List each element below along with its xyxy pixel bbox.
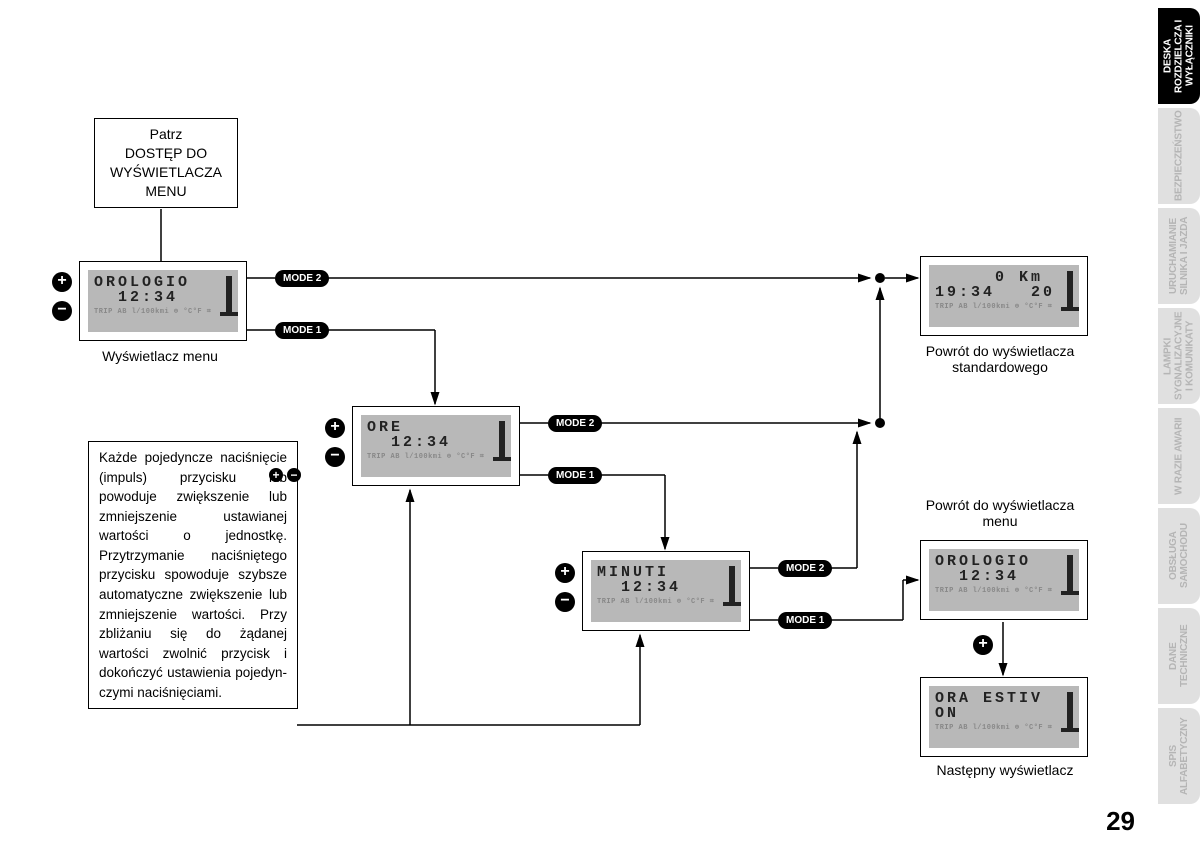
lcd-standard: 0 Km 19:34 20 TRIP AB l/100kmi ⊕ °C°F ⌗: [929, 265, 1079, 327]
instruction-note: Każde pojedyncze naciśnię­cie (impuls) p…: [88, 441, 298, 709]
lcd-standard-box: 0 Km 19:34 20 TRIP AB l/100kmi ⊕ °C°F ⌗: [920, 256, 1088, 336]
page-number: 29: [1106, 806, 1135, 837]
tab-dane[interactable]: DANE TECHNICZNE: [1158, 608, 1200, 704]
plus-button-minuti[interactable]: +: [555, 563, 575, 583]
mode2-pill-menu: MODE 2: [275, 270, 329, 287]
lcd-minuti-sub: TRIP AB l/100kmi ⊕ °C°F ⌗: [597, 597, 735, 606]
tab-lampki[interactable]: LAMPKI SYGNALIZACYJNE I KOMUNIKATY: [1158, 308, 1200, 404]
caption-return: Powrót do wyświetlacza menu: [905, 497, 1095, 529]
lcd-ore-sub: TRIP AB l/100kmi ⊕ °C°F ⌗: [367, 452, 505, 461]
lcd-minuti-line2: 12:34: [597, 579, 735, 596]
mode1-pill-ore: MODE 1: [548, 467, 602, 484]
minus-button-ore[interactable]: −: [325, 447, 345, 467]
plus-button-ore[interactable]: +: [325, 418, 345, 438]
lcd-menu-sub: TRIP AB l/100kmi ⊕ °C°F ⌗: [94, 307, 232, 316]
mode1-pill-minuti: MODE 1: [778, 612, 832, 629]
reference-text: Patrz DOSTĘP DO WYŚWIETLACZA MENU: [110, 126, 222, 199]
mode1-pill-menu: MODE 1: [275, 322, 329, 339]
caption-menu: Wyświetlacz menu: [95, 348, 225, 364]
mode2-pill-minuti: MODE 2: [778, 560, 832, 577]
section-tabs: DESKA ROZDZIELCZA I WYŁĄCZNIKI BEZPIECZE…: [1158, 8, 1200, 804]
lcd-ore-line2: 12:34: [367, 434, 505, 451]
tab-uruchamianie[interactable]: URUCHAMIANIE SILNIKA I JAZDA: [1158, 208, 1200, 304]
lcd-ore-box: ORE 12:34 TRIP AB l/100kmi ⊕ °C°F ⌗: [352, 406, 520, 486]
lcd-minuti-box: MINUTI 12:34 TRIP AB l/100kmi ⊕ °C°F ⌗: [582, 551, 750, 631]
lcd-return-sub: TRIP AB l/100kmi ⊕ °C°F ⌗: [935, 586, 1073, 595]
mode2-pill-ore: MODE 2: [548, 415, 602, 432]
reference-box: Patrz DOSTĘP DO WYŚWIETLACZA MENU: [94, 118, 238, 208]
lcd-standard-line2: 19:34 20: [935, 284, 1073, 301]
lcd-oraestiv-box: ORA ESTIV ON TRIP AB l/100kmi ⊕ °C°F ⌗: [920, 677, 1088, 757]
tab-bezpieczenstwo[interactable]: BEZPIECZEŃSTWO: [1158, 108, 1200, 204]
lcd-menu: OROLOGIO 12:34 TRIP AB l/100kmi ⊕ °C°F ⌗: [88, 270, 238, 332]
lcd-minuti: MINUTI 12:34 TRIP AB l/100kmi ⊕ °C°F ⌗: [591, 560, 741, 622]
plus-button-return[interactable]: +: [973, 635, 993, 655]
lcd-ore: ORE 12:34 TRIP AB l/100kmi ⊕ °C°F ⌗: [361, 415, 511, 477]
tab-awaria[interactable]: W RAZIE AWARII: [1158, 408, 1200, 504]
lcd-oraestiv-line2: ON: [935, 705, 1073, 722]
lcd-oraestiv: ORA ESTIV ON TRIP AB l/100kmi ⊕ °C°F ⌗: [929, 686, 1079, 748]
minus-button-menu[interactable]: −: [52, 301, 72, 321]
instruction-text: Każde pojedyncze naciśnię­cie (impuls) p…: [99, 450, 287, 700]
caption-next: Następny wyświetlacz: [910, 762, 1100, 778]
lcd-return: OROLOGIO 12:34 TRIP AB l/100kmi ⊕ °C°F ⌗: [929, 549, 1079, 611]
caption-standard: Powrót do wyświetlacza standardowego: [905, 343, 1095, 375]
tab-spis[interactable]: SPIS ALFABETYCZNY: [1158, 708, 1200, 804]
lcd-return-line2: 12:34: [935, 568, 1073, 585]
tab-deska[interactable]: DESKA ROZDZIELCZA I WYŁĄCZNIKI: [1158, 8, 1200, 104]
lcd-oraestiv-sub: TRIP AB l/100kmi ⊕ °C°F ⌗: [935, 723, 1073, 732]
lcd-menu-box: OROLOGIO 12:34 TRIP AB l/100kmi ⊕ °C°F ⌗: [79, 261, 247, 341]
minus-button-minuti[interactable]: −: [555, 592, 575, 612]
lcd-menu-line2: 12:34: [94, 289, 232, 306]
lcd-standard-sub: TRIP AB l/100kmi ⊕ °C°F ⌗: [935, 302, 1073, 311]
plus-button-menu[interactable]: +: [52, 272, 72, 292]
tab-obsluga[interactable]: OBSŁUGA SAMOCHODU: [1158, 508, 1200, 604]
lcd-return-box: OROLOGIO 12:34 TRIP AB l/100kmi ⊕ °C°F ⌗: [920, 540, 1088, 620]
